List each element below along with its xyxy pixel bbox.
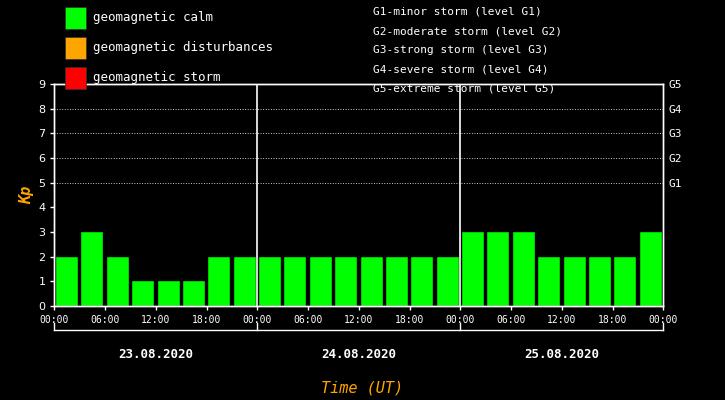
Bar: [259, 257, 281, 306]
Bar: [335, 257, 357, 306]
Bar: [310, 257, 332, 306]
Text: geomagnetic storm: geomagnetic storm: [93, 72, 220, 84]
Text: 24.08.2020: 24.08.2020: [321, 348, 397, 360]
Bar: [513, 232, 535, 306]
Bar: [563, 257, 586, 306]
Bar: [639, 232, 662, 306]
Bar: [81, 232, 104, 306]
Bar: [157, 281, 180, 306]
Bar: [538, 257, 560, 306]
Bar: [233, 257, 256, 306]
Bar: [56, 257, 78, 306]
Bar: [411, 257, 434, 306]
Text: G1-minor storm (level G1): G1-minor storm (level G1): [373, 7, 542, 17]
Text: 23.08.2020: 23.08.2020: [118, 348, 194, 360]
Bar: [487, 232, 510, 306]
Bar: [462, 232, 484, 306]
Bar: [614, 257, 637, 306]
Bar: [436, 257, 459, 306]
Text: geomagnetic calm: geomagnetic calm: [93, 12, 213, 24]
Bar: [183, 281, 205, 306]
Text: geomagnetic disturbances: geomagnetic disturbances: [93, 42, 273, 54]
Text: G3-strong storm (level G3): G3-strong storm (level G3): [373, 45, 549, 55]
Bar: [360, 257, 383, 306]
Text: 25.08.2020: 25.08.2020: [524, 348, 600, 360]
Text: Time (UT): Time (UT): [321, 380, 404, 396]
Text: G5-extreme storm (level G5): G5-extreme storm (level G5): [373, 84, 555, 94]
Bar: [589, 257, 611, 306]
Text: G4-severe storm (level G4): G4-severe storm (level G4): [373, 65, 549, 74]
Y-axis label: Kp: Kp: [19, 186, 34, 204]
Bar: [284, 257, 307, 306]
Bar: [386, 257, 408, 306]
Bar: [208, 257, 231, 306]
Bar: [107, 257, 129, 306]
Text: G2-moderate storm (level G2): G2-moderate storm (level G2): [373, 26, 563, 36]
Bar: [132, 281, 154, 306]
